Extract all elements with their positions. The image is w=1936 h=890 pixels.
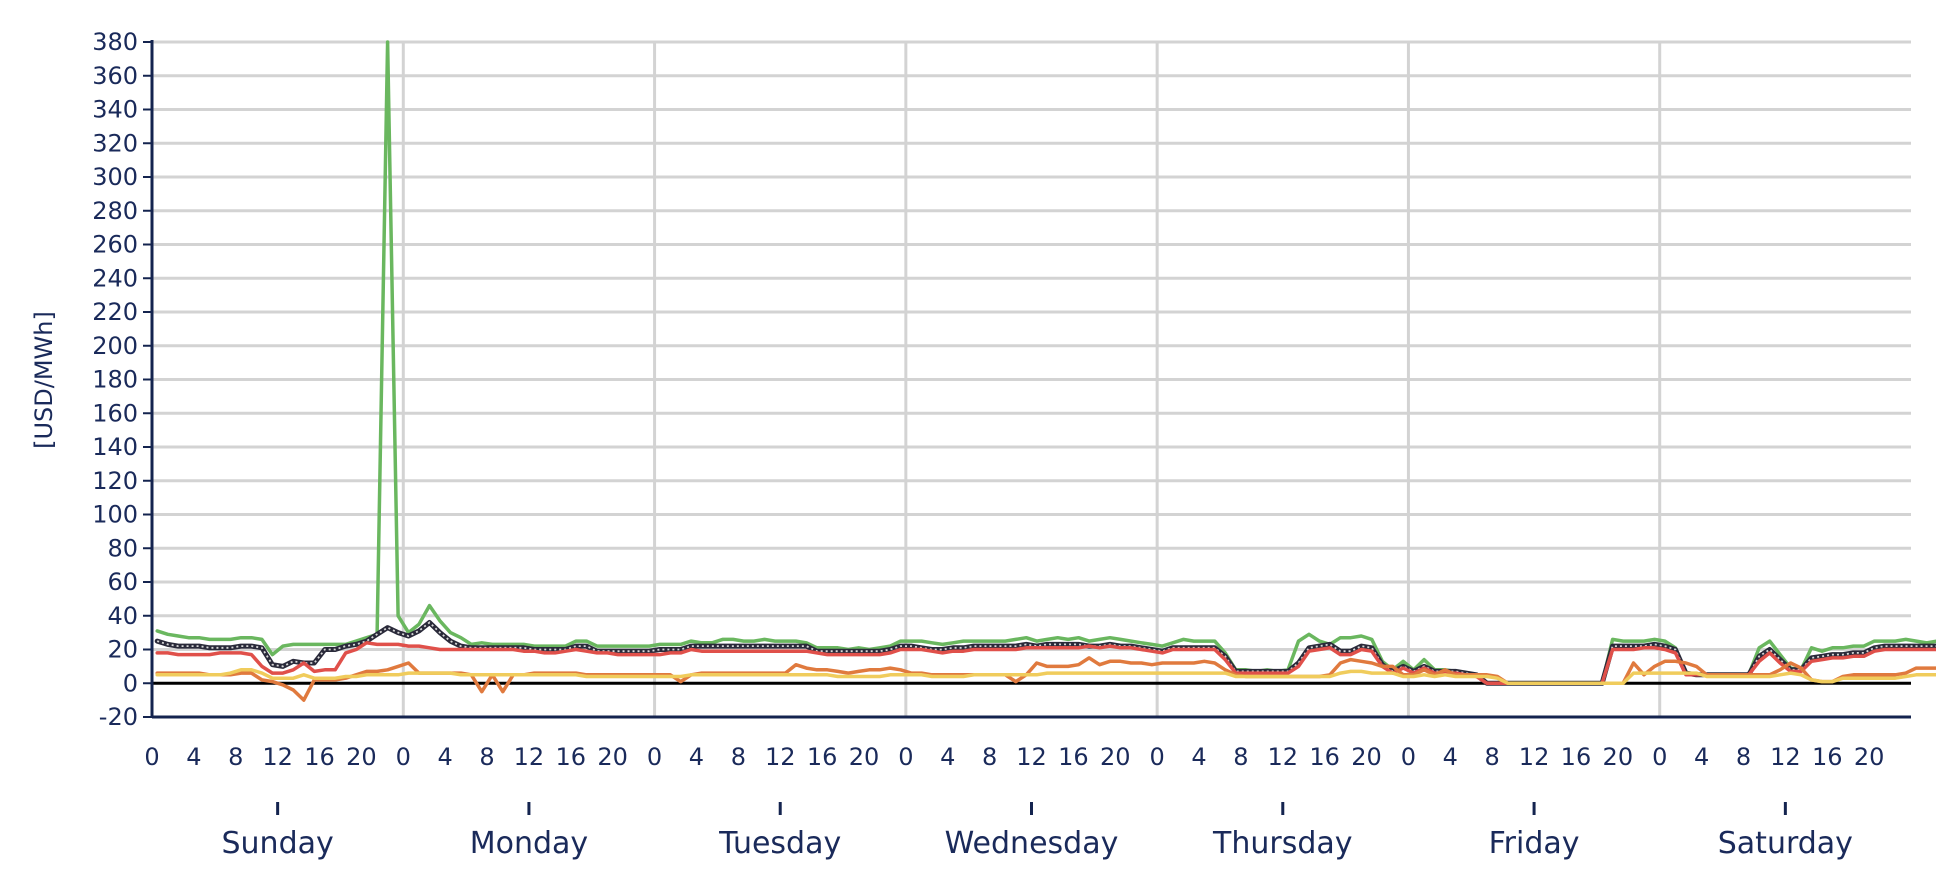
y-tick-label: 120 — [92, 467, 138, 495]
y-tick-label: 140 — [92, 433, 138, 461]
y-tick-label: 340 — [92, 96, 138, 124]
y-tick-label: 320 — [92, 129, 138, 157]
x-hour-tick-label: 4 — [1443, 743, 1458, 771]
x-hour-tick-label: 12 — [765, 743, 796, 771]
axis-layer: -200204060801001201401601802002202402602… — [92, 28, 1911, 861]
x-hour-tick-label: 20 — [346, 743, 377, 771]
x-hour-tick-label: 12 — [514, 743, 545, 771]
y-tick-label: 20 — [107, 636, 138, 664]
y-tick-label: 40 — [107, 602, 138, 630]
x-hour-tick-label: 12 — [262, 743, 293, 771]
y-tick-label: 220 — [92, 298, 138, 326]
series-line-orange — [155, 656, 1936, 702]
x-hour-tick-label: 16 — [1058, 743, 1089, 771]
x-hour-tick-label: 20 — [597, 743, 628, 771]
day-label: Thursday — [1212, 826, 1353, 861]
x-hour-tick-label: 4 — [186, 743, 201, 771]
x-hour-tick-label: 16 — [807, 743, 838, 771]
x-hour-tick-label: 16 — [556, 743, 587, 771]
x-hour-tick-label: 0 — [647, 743, 662, 771]
x-hour-tick-label: 20 — [1603, 743, 1634, 771]
x-hour-tick-label: 20 — [1100, 743, 1131, 771]
y-tick-label: -20 — [99, 703, 138, 731]
x-hour-tick-label: 0 — [1652, 743, 1667, 771]
x-hour-tick-label: 8 — [731, 743, 746, 771]
x-hour-tick-label: 12 — [1770, 743, 1801, 771]
x-hour-tick-label: 0 — [144, 743, 159, 771]
x-hour-tick-label: 8 — [228, 743, 243, 771]
day-label: Saturday — [1718, 826, 1853, 861]
x-hour-tick-label: 0 — [1150, 743, 1165, 771]
day-label: Wednesday — [945, 826, 1119, 861]
x-hour-tick-label: 12 — [1016, 743, 1047, 771]
x-hour-tick-label: 0 — [898, 743, 913, 771]
x-hour-tick-label: 12 — [1519, 743, 1550, 771]
x-hour-tick-label: 0 — [396, 743, 411, 771]
x-hour-tick-label: 16 — [1812, 743, 1843, 771]
x-hour-tick-label: 4 — [438, 743, 453, 771]
y-tick-label: 80 — [107, 534, 138, 562]
x-hour-tick-label: 0 — [1401, 743, 1416, 771]
y-tick-label: 240 — [92, 264, 138, 292]
x-hour-tick-label: 4 — [1191, 743, 1206, 771]
x-hour-tick-label: 8 — [982, 743, 997, 771]
x-hour-tick-label: 20 — [849, 743, 880, 771]
x-hour-tick-label: 4 — [940, 743, 955, 771]
x-hour-tick-label: 20 — [1351, 743, 1382, 771]
y-tick-label: 160 — [92, 399, 138, 427]
x-hour-tick-label: 4 — [1694, 743, 1709, 771]
series-line-green — [155, 40, 1936, 686]
y-tick-label: 280 — [92, 197, 138, 225]
y-tick-label: 260 — [92, 231, 138, 259]
series-line-yellow — [155, 668, 1936, 686]
x-hour-tick-label: 8 — [1485, 743, 1500, 771]
x-hour-tick-label: 4 — [689, 743, 704, 771]
y-tick-label: 200 — [92, 332, 138, 360]
x-hour-tick-label: 8 — [479, 743, 494, 771]
x-hour-tick-label: 20 — [1854, 743, 1885, 771]
x-hour-tick-label: 16 — [1561, 743, 1592, 771]
y-tick-label: 180 — [92, 366, 138, 394]
y-tick-label: 0 — [123, 669, 138, 697]
x-hour-tick-label: 8 — [1736, 743, 1751, 771]
x-hour-tick-label: 16 — [304, 743, 335, 771]
y-tick-label: 60 — [107, 568, 138, 596]
y-axis-label: [USD/MWh] — [30, 311, 58, 449]
y-tick-label: 300 — [92, 163, 138, 191]
day-label: Monday — [470, 826, 588, 861]
day-label: Sunday — [222, 826, 334, 861]
series-line-red — [155, 641, 1936, 686]
day-label: Friday — [1489, 826, 1580, 861]
x-hour-tick-label: 16 — [1309, 743, 1340, 771]
x-hour-tick-label: 12 — [1268, 743, 1299, 771]
series-layer — [154, 40, 1936, 702]
day-label: Tuesday — [718, 826, 841, 861]
x-hour-tick-label: 8 — [1233, 743, 1248, 771]
grid-layer — [152, 40, 1911, 717]
y-tick-label: 100 — [92, 501, 138, 529]
y-tick-label: 380 — [92, 28, 138, 56]
y-tick-label: 360 — [92, 62, 138, 90]
